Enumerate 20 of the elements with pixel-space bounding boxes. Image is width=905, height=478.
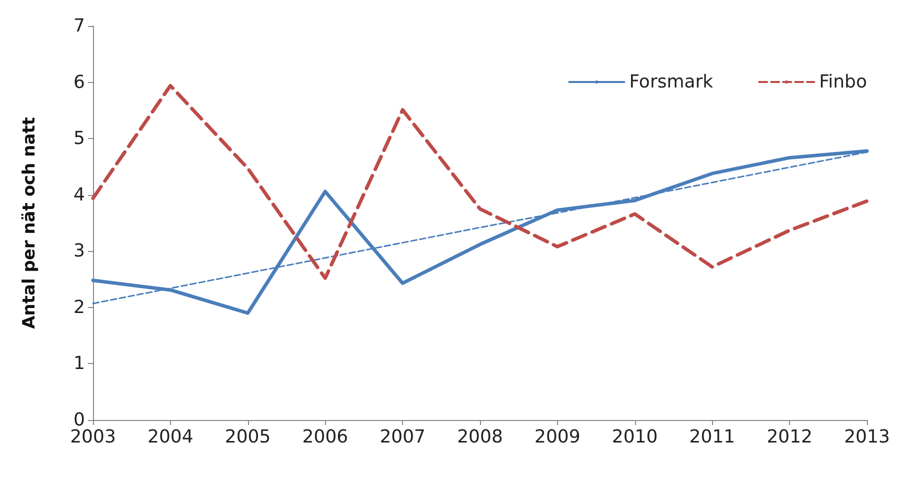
x-tick-label: 2012 (766, 426, 813, 448)
y-tick-label: 3 (74, 240, 85, 262)
legend-label: Forsmark (629, 72, 714, 92)
x-tick-label: 2008 (457, 426, 503, 448)
y-tick-label: 7 (74, 16, 85, 36)
y-tick-label: 1 (74, 353, 85, 374)
y-tick-label: 5 (74, 128, 85, 150)
legend-label: Finbo (819, 72, 868, 92)
y-tick-label: 2 (74, 296, 85, 318)
y-tick-label: 4 (74, 184, 85, 206)
y-tick-label: 6 (74, 72, 85, 93)
x-tick-label: 2010 (612, 426, 658, 448)
x-tick-label: 2007 (380, 426, 426, 448)
x-tick-label: 2005 (224, 426, 271, 448)
x-tick-label: 2004 (147, 426, 194, 448)
x-tick-label: 2011 (689, 426, 736, 448)
x-tick-label: 2009 (534, 426, 580, 448)
y-axis-title: Antal per nät och natt (20, 117, 40, 329)
x-tick-label: 2006 (302, 426, 348, 448)
x-tick-label: 2013 (844, 426, 890, 448)
